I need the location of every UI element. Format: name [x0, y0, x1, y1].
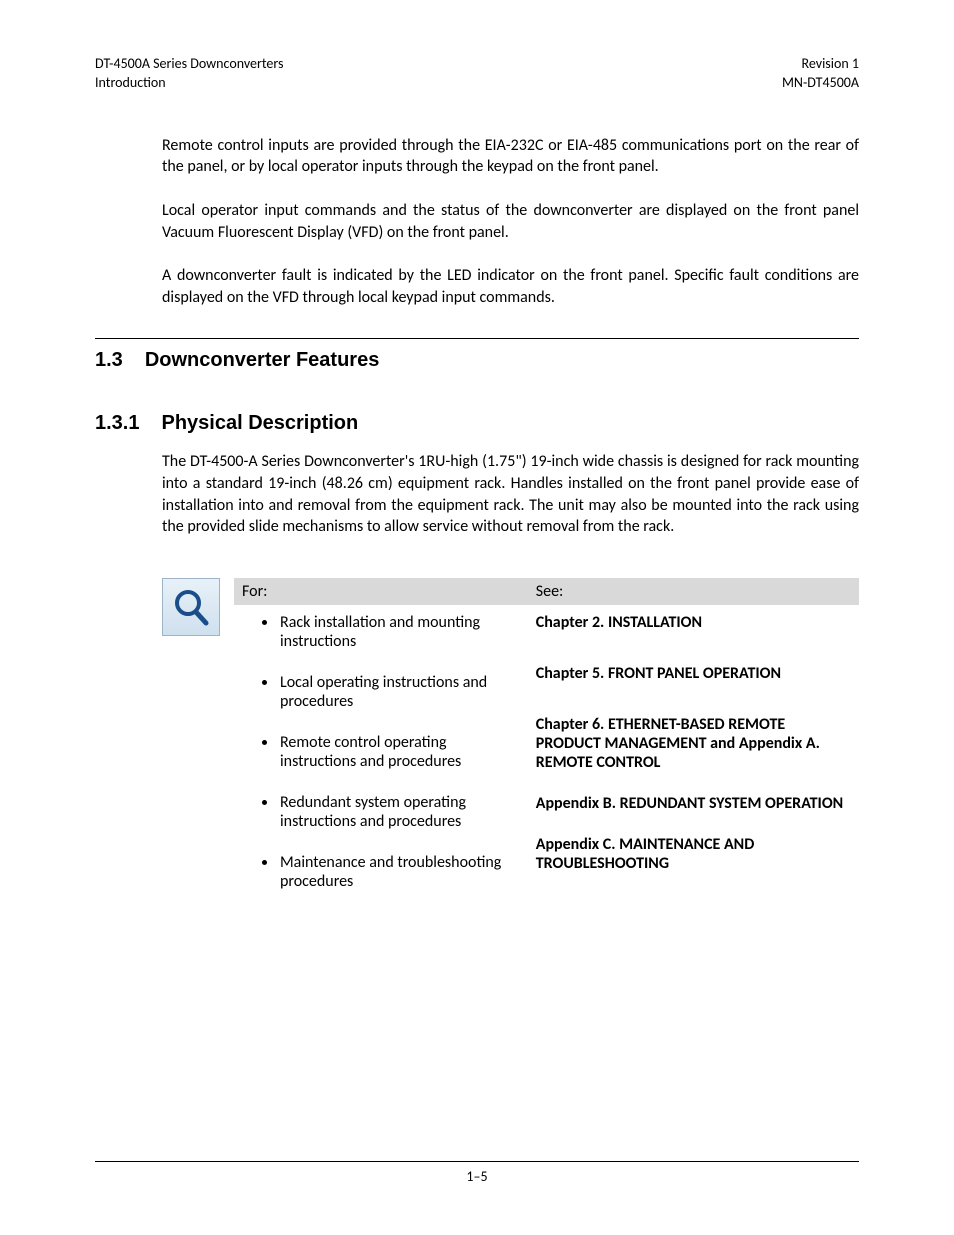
list-item: Rack installation and mounting instructi… [278, 613, 520, 651]
for-list: Rack installation and mounting instructi… [242, 613, 520, 891]
see-item-prefix: Appendix C. MAINTENANCE [536, 835, 724, 854]
section-rule [95, 338, 859, 339]
reference-table-header-row: For: See: [234, 578, 859, 605]
list-item: Maintenance and troubleshooting procedur… [278, 853, 520, 891]
list-item: Redundant system operating instructions … [278, 793, 520, 831]
paragraph-2: Local operator input commands and the st… [162, 200, 859, 243]
reference-table: For: See: Rack installation and mounting… [234, 578, 859, 905]
heading-1-3-1-text: Physical Description [161, 412, 358, 435]
magnifier-icon [169, 585, 213, 629]
header-left-line1: DT-4500A Series Downconverters [95, 55, 284, 74]
reference-table-block: For: See: Rack installation and mounting… [162, 578, 859, 905]
lookup-icon-box [162, 578, 220, 636]
paragraph-4: The DT-4500-A Series Downconverter's 1RU… [162, 451, 859, 537]
header-right-line2: MN-DT4500A [782, 74, 859, 93]
header-right-line1: Revision 1 [782, 55, 859, 74]
table-row: Rack installation and mounting instructi… [234, 605, 859, 905]
see-item: Chapter 5. FRONT PANEL OPERATION [536, 664, 851, 683]
heading-1-3-1-number: 1.3.1 [95, 412, 139, 435]
list-item: Local operating instructions and procedu… [278, 673, 520, 711]
body-block-2: The DT-4500-A Series Downconverter's 1RU… [162, 451, 859, 559]
header-left-line2: Introduction [95, 74, 284, 93]
heading-1-3-text: Downconverter Features [145, 349, 380, 372]
see-item-suffix: TROUBLESHOOTING [536, 854, 669, 873]
heading-1-3: 1.3 Downconverter Features [95, 349, 859, 372]
see-list: Chapter 2. INSTALLATION Chapter 5. FRONT… [536, 613, 851, 873]
header-right: Revision 1 MN-DT4500A [782, 55, 859, 93]
running-header: DT-4500A Series Downconverters Introduct… [95, 55, 859, 93]
see-item: Appendix C. MAINTENANCE AND TROUBLESHOOT… [536, 835, 851, 873]
see-item: Chapter 6. ETHERNET-BASED REMOTE PRODUCT… [536, 715, 851, 772]
page-footer: 1–5 [95, 1161, 859, 1185]
page-number: 1–5 [466, 1168, 487, 1185]
page-container: DT-4500A Series Downconverters Introduct… [0, 0, 954, 1235]
see-header: See: [528, 578, 859, 605]
header-left: DT-4500A Series Downconverters Introduct… [95, 55, 284, 93]
paragraph-3: A downconverter fault is indicated by th… [162, 265, 859, 308]
see-item-smallcaps: AND [724, 835, 754, 854]
body-block-1: Remote control inputs are provided throu… [162, 135, 859, 331]
heading-1-3-number: 1.3 [95, 349, 123, 372]
heading-1-3-1: 1.3.1 Physical Description [95, 412, 859, 435]
paragraph-1: Remote control inputs are provided throu… [162, 135, 859, 178]
see-item: Chapter 2. INSTALLATION [536, 613, 851, 632]
see-item: Appendix B. REDUNDANT SYSTEM OPERATION [536, 794, 851, 813]
list-item: Remote control operating instructions an… [278, 733, 520, 771]
for-header: For: [234, 578, 528, 605]
